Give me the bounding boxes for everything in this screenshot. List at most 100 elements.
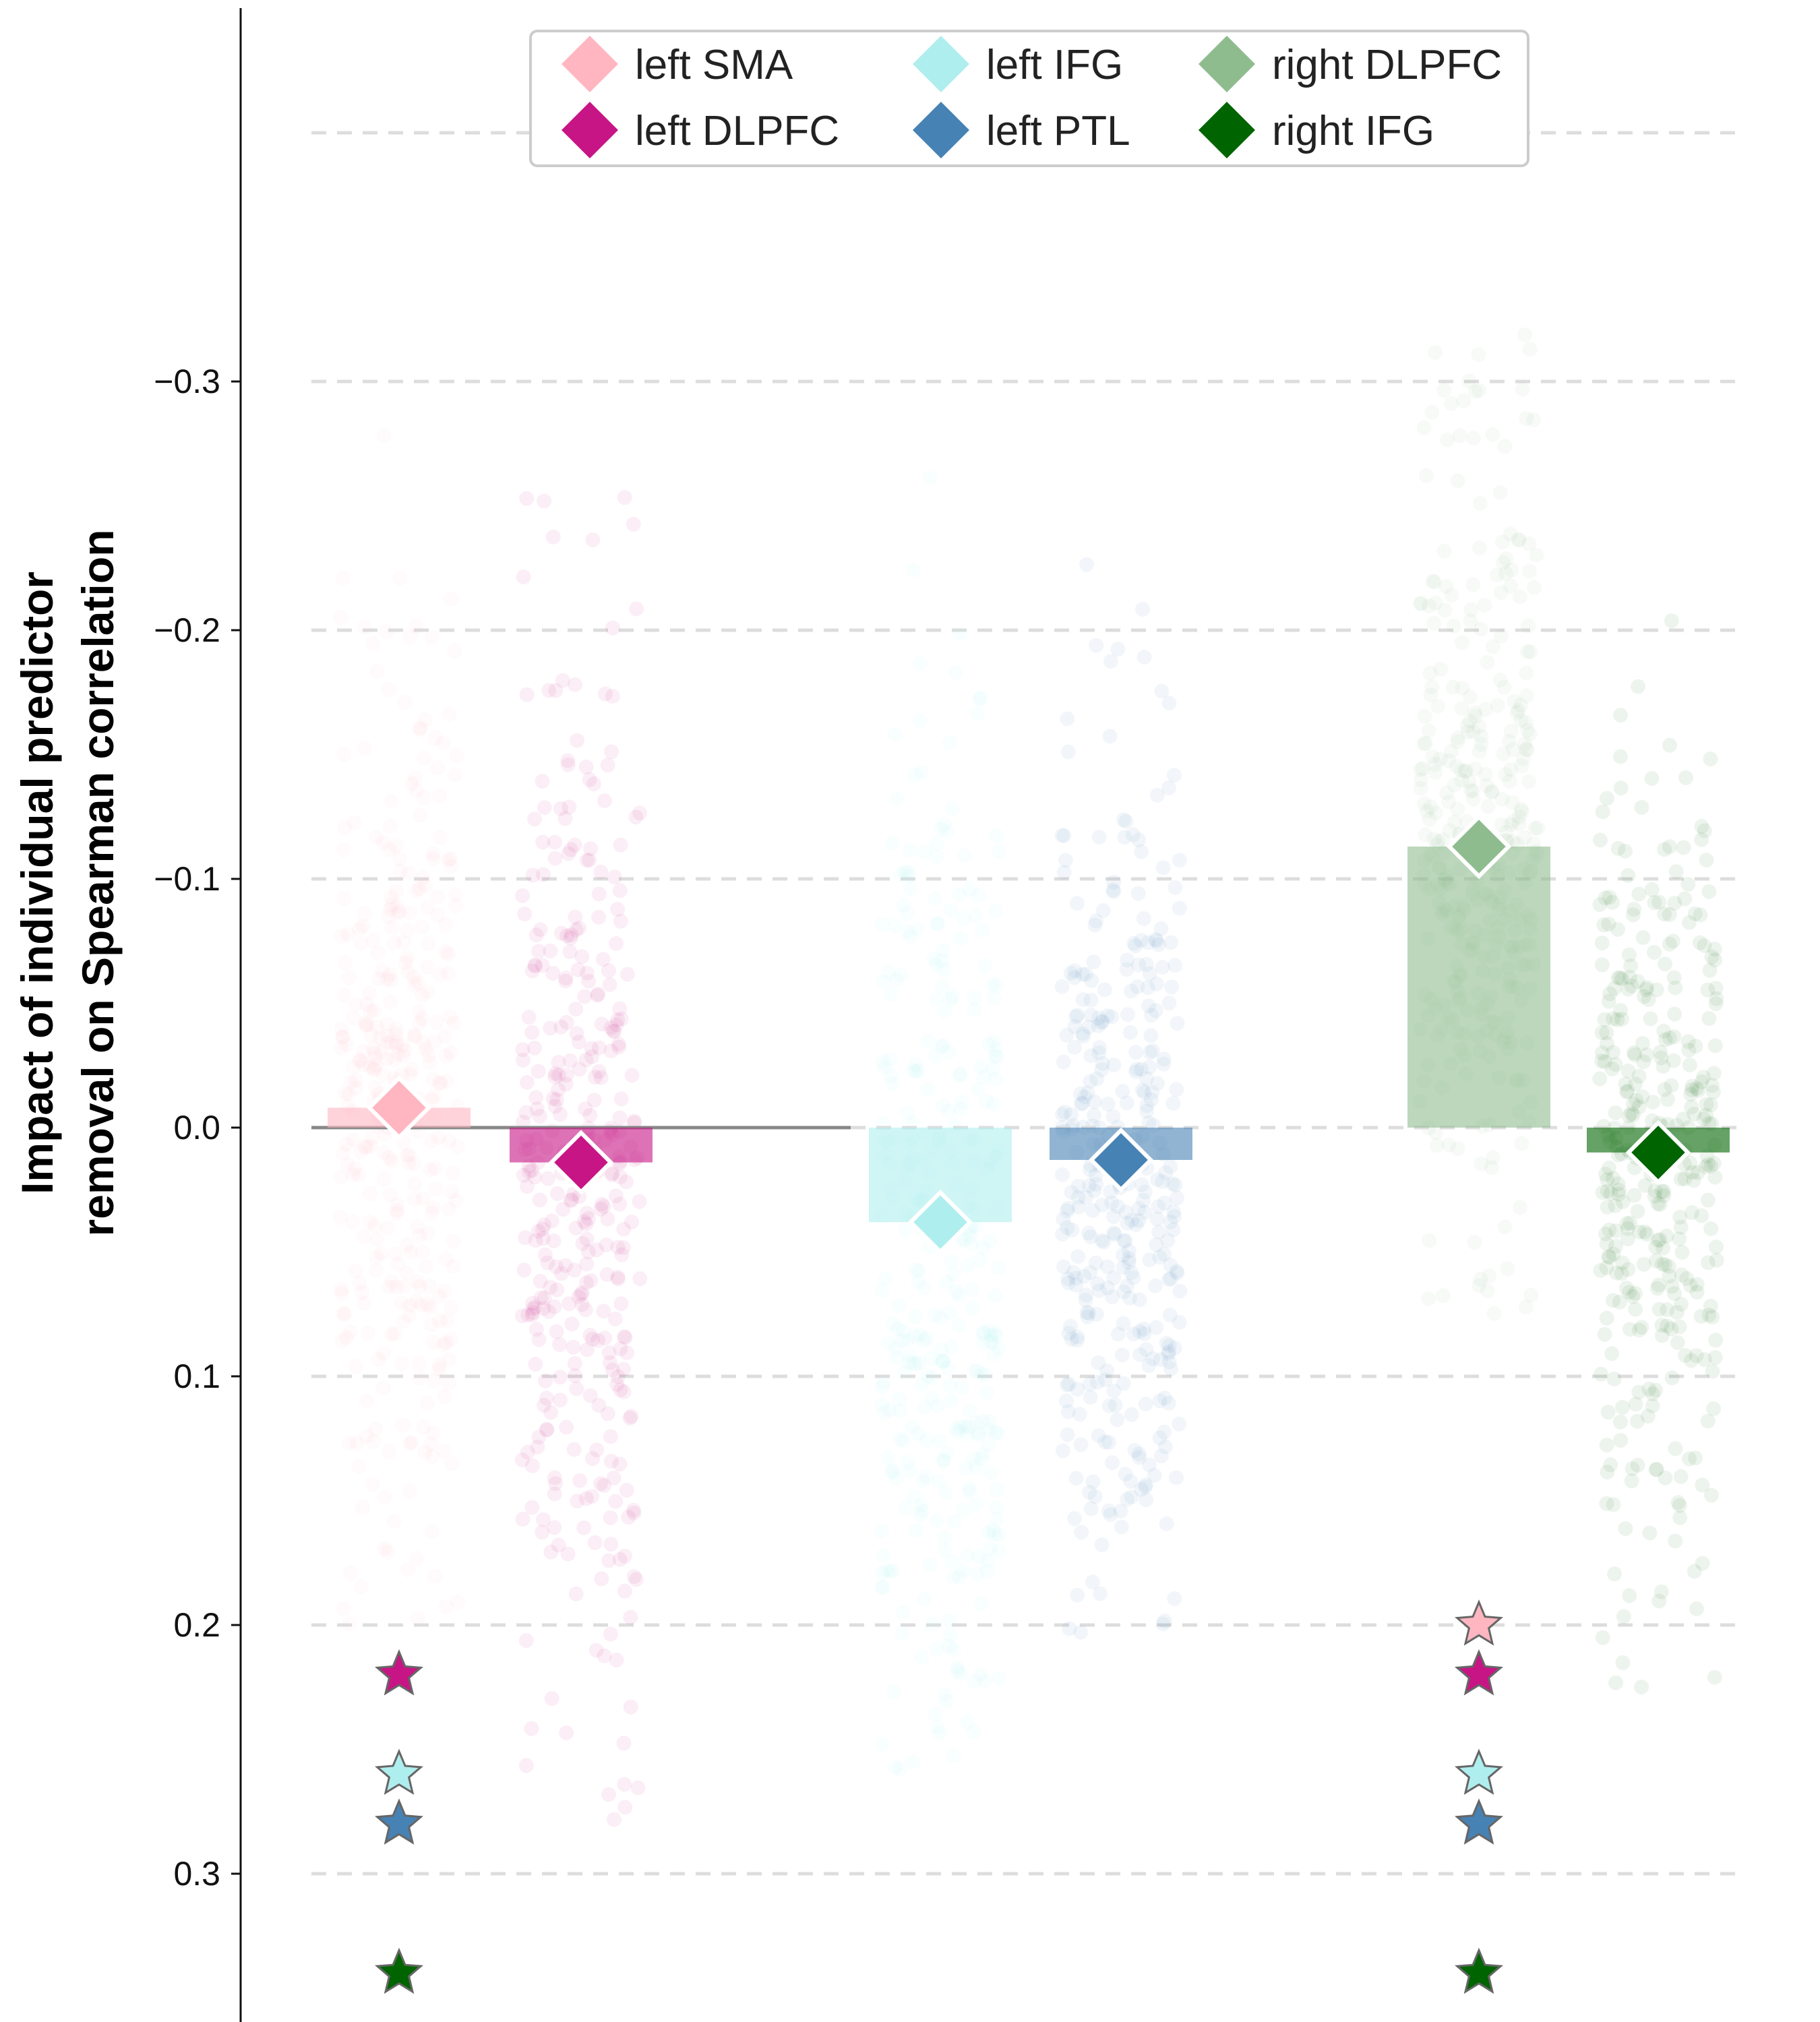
scatter-point [1703, 752, 1718, 767]
scatter-point [1117, 830, 1132, 845]
scatter-point [944, 1554, 960, 1570]
scatter-point [957, 1232, 973, 1248]
scatter-point [906, 1489, 921, 1504]
scatter-point [607, 869, 622, 885]
scatter-point [558, 971, 574, 986]
scatter-point [601, 963, 616, 979]
scatter-point [930, 1513, 945, 1529]
scatter-point [1153, 1448, 1169, 1464]
scatter-point [1438, 579, 1454, 594]
scatter-point [548, 683, 564, 698]
scatter-point [597, 1330, 613, 1346]
scatter-point [408, 619, 424, 634]
scatter-point [1689, 1285, 1705, 1300]
mean-marker-left-ifg [907, 1189, 973, 1255]
scatter-point [1613, 780, 1629, 796]
scatter-point [905, 1754, 921, 1769]
scatter-point [951, 1569, 967, 1585]
scatter-point [547, 1486, 562, 1502]
scatter-point [1116, 1316, 1131, 1331]
scatter-point [1593, 832, 1608, 848]
scatter-point [411, 1228, 427, 1244]
scatter-point [1635, 1036, 1650, 1051]
scatter-point [952, 1067, 968, 1082]
scatter-point [1094, 1537, 1110, 1552]
scatter-point [602, 977, 617, 992]
scatter-point [1167, 768, 1182, 783]
scatter-point [959, 1426, 975, 1442]
scatter-point [363, 1186, 378, 1202]
scatter-point [1662, 839, 1677, 855]
scatter-point [425, 1072, 441, 1087]
scatter-point [627, 1113, 642, 1129]
scatter-point [527, 1169, 543, 1185]
scatter-point [574, 949, 590, 964]
scatter-point [524, 1458, 540, 1473]
scatter-point [1083, 1048, 1099, 1064]
scatter-point [382, 1150, 397, 1165]
scatter-point [1129, 1062, 1145, 1077]
scatter-point [617, 1329, 632, 1344]
scatter-point [389, 884, 404, 899]
scatter-point [426, 1089, 442, 1104]
legend-label: left IFG [986, 42, 1123, 88]
scatter-point [1664, 613, 1679, 629]
scatter-point [546, 1233, 562, 1248]
scatter-point [914, 1649, 930, 1665]
scatter-point [1428, 1125, 1443, 1140]
scatter-point [935, 1353, 950, 1368]
scatter-point [1707, 1038, 1723, 1053]
scatter-point [1083, 992, 1099, 1008]
scatter-point [553, 1392, 568, 1408]
scatter-point [1106, 1383, 1122, 1399]
scatter-point [1417, 708, 1432, 724]
scatter-point [563, 930, 578, 946]
scatter-point [610, 1012, 626, 1028]
scatter-point [600, 1406, 615, 1421]
scatter-point [930, 849, 945, 864]
scatter-point [1157, 1246, 1172, 1262]
scatter-point [1682, 1278, 1698, 1293]
scatter-point [532, 1192, 547, 1208]
legend-label: left SMA [635, 42, 793, 88]
scatter-point [335, 1029, 351, 1045]
scatter-point [890, 1321, 905, 1337]
scatter-point [1136, 650, 1152, 665]
scatter-point [1599, 1310, 1614, 1326]
scatter-point [1444, 396, 1459, 411]
scatter-point [1519, 742, 1535, 758]
scatter-point [384, 1274, 399, 1289]
scatter-point [952, 887, 967, 902]
scatter-point [598, 686, 613, 702]
scatter-point [1142, 1060, 1157, 1075]
scatter-point [584, 1489, 599, 1504]
scatter-point [363, 1004, 377, 1018]
scatter-point [948, 665, 963, 680]
scatter-point [423, 1134, 439, 1149]
scatter-point [1056, 1259, 1072, 1275]
scatter-point [414, 987, 429, 1003]
scatter-point [922, 1557, 938, 1572]
scatter-point [390, 1196, 405, 1212]
scatter-point [517, 907, 533, 921]
scatter-point [1060, 1275, 1076, 1291]
scatter-point [568, 1221, 584, 1235]
scatter-point [367, 1045, 382, 1061]
scatter-point [1601, 1249, 1616, 1264]
scatter-point [973, 1667, 988, 1682]
scatter-point [438, 1335, 454, 1350]
scatter-point [1465, 725, 1481, 739]
scatter-point [1064, 1185, 1079, 1200]
scatter-point [574, 1287, 588, 1302]
scatter-point [1644, 771, 1660, 786]
scatter-point [1530, 820, 1546, 836]
scatter-point [908, 1057, 923, 1072]
scatter-point [1151, 937, 1166, 952]
scatter-point [1057, 1105, 1072, 1120]
scatter-point [1413, 596, 1428, 611]
scatter-point [615, 1240, 631, 1255]
scatter-point [1694, 1074, 1709, 1090]
scatter-point [403, 1244, 419, 1260]
scatter-point [1070, 1329, 1085, 1345]
scatter-point [553, 1019, 569, 1035]
